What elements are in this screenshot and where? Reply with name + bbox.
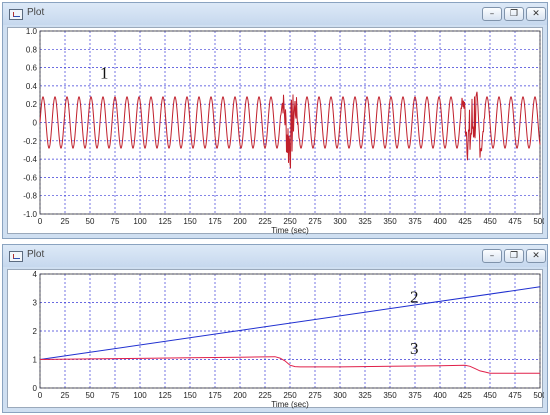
title-bar[interactable]: Plot – ❐ ✕ [3, 245, 547, 267]
x-tick-label: 250 [283, 391, 297, 400]
minimize-button[interactable]: – [482, 7, 502, 21]
y-tick-label: 0 [33, 384, 38, 393]
x-tick-label: 275 [308, 391, 322, 400]
y-tick-label: 1 [33, 356, 38, 365]
x-tick-label: 0 [38, 217, 43, 226]
x-tick-label: 200 [233, 217, 247, 226]
y-tick-label: 0.2 [26, 100, 38, 109]
x-tick-label: 500 [533, 391, 544, 400]
y-tick-label: 2 [33, 327, 38, 336]
y-tick-label: -0.4 [23, 155, 37, 164]
x-tick-label: 325 [358, 217, 372, 226]
x-axis-label: Time (sec) [271, 226, 309, 235]
annotation-label: 2 [410, 288, 419, 307]
close-button[interactable]: ✕ [526, 7, 546, 21]
minimize-button[interactable]: – [482, 249, 502, 263]
line-chart-2: 0 25 50 75 100 125 150 175 200 225 250 275 300 325 350… [33, 270, 544, 409]
x-tick-label: 350 [383, 391, 397, 400]
x-tick-label: 25 [61, 217, 70, 226]
x-tick-label: 400 [433, 217, 447, 226]
y-tick-label: 0 [33, 119, 38, 128]
plot-window-2: Plot – ❐ ✕ 0 25 50 75 100 125 150 175 200 225 250 2… [2, 244, 548, 413]
x-tick-label: 500 [533, 217, 544, 226]
y-tick-label: 3 [33, 299, 38, 308]
x-tick-label: 375 [408, 391, 422, 400]
x-tick-label: 75 [111, 217, 120, 226]
x-tick-label: 450 [483, 217, 497, 226]
x-tick-label: 375 [408, 217, 422, 226]
x-tick-label: 0 [38, 391, 43, 400]
series-line-1 [39, 286, 541, 360]
window-title: Plot [27, 7, 45, 18]
series-line-2 [39, 356, 540, 374]
y-tick-label: -0.2 [23, 137, 37, 146]
x-tick-label: 450 [483, 391, 497, 400]
plot-app-icon [9, 9, 23, 20]
x-tick-label: 175 [208, 217, 222, 226]
line-chart-1: 0 25 50 75 100 125 150 175 200 225 250 275 300 325 350… [23, 28, 544, 235]
x-tick-label: 425 [458, 217, 472, 226]
x-tick-label: 125 [158, 217, 172, 226]
x-tick-label: 150 [183, 217, 197, 226]
x-tick-label: 200 [233, 391, 247, 400]
y-tick-label: -0.8 [23, 192, 37, 201]
x-tick-label: 275 [308, 217, 322, 226]
y-tick-label: -0.6 [23, 173, 37, 182]
x-tick-label: 300 [333, 217, 347, 226]
x-tick-label: 300 [333, 391, 347, 400]
x-axis-label: Time (sec) [271, 400, 309, 409]
y-tick-label: 4 [33, 270, 38, 279]
plot-frame [39, 273, 541, 389]
x-tick-label: 250 [283, 217, 297, 226]
x-tick-label: 225 [258, 217, 272, 226]
plot-area: 0 25 50 75 100 125 150 175 200 225 250 275 300 325 350… [7, 269, 544, 409]
x-tick-label: 100 [133, 217, 147, 226]
window-title: Plot [27, 249, 45, 260]
x-tick-label: 350 [383, 217, 397, 226]
x-tick-label: 225 [258, 391, 272, 400]
y-tick-label: 0.8 [26, 45, 38, 54]
y-tick-label: 1.0 [26, 28, 38, 36]
series-line-1 [39, 91, 541, 169]
x-tick-label: 50 [86, 391, 95, 400]
x-tick-label: 150 [183, 391, 197, 400]
x-tick-label: 475 [508, 391, 522, 400]
plot-window-1: Plot – ❐ ✕ 0 25 50 75 100 125 150 175 200 225 250 2… [2, 2, 548, 239]
title-bar[interactable]: Plot – ❐ ✕ [3, 3, 547, 25]
x-tick-label: 25 [61, 391, 70, 400]
x-tick-label: 100 [133, 391, 147, 400]
plot-area: 0 25 50 75 100 125 150 175 200 225 250 275 300 325 350… [7, 27, 544, 235]
maximize-button[interactable]: ❐ [504, 249, 524, 263]
x-tick-label: 50 [86, 217, 95, 226]
y-tick-label: 0.6 [26, 64, 38, 73]
x-tick-label: 400 [433, 391, 447, 400]
x-tick-label: 75 [111, 391, 120, 400]
x-tick-label: 425 [458, 391, 472, 400]
x-tick-label: 325 [358, 391, 372, 400]
x-tick-label: 475 [508, 217, 522, 226]
plot-app-icon [9, 251, 23, 262]
annotation-label: 1 [100, 64, 109, 83]
y-tick-label: 0.4 [26, 82, 38, 91]
close-button[interactable]: ✕ [526, 249, 546, 263]
annotation-label: 3 [410, 339, 419, 358]
y-tick-label: -1.0 [23, 210, 37, 219]
x-tick-label: 125 [158, 391, 172, 400]
maximize-button[interactable]: ❐ [504, 7, 524, 21]
x-tick-label: 175 [208, 391, 222, 400]
